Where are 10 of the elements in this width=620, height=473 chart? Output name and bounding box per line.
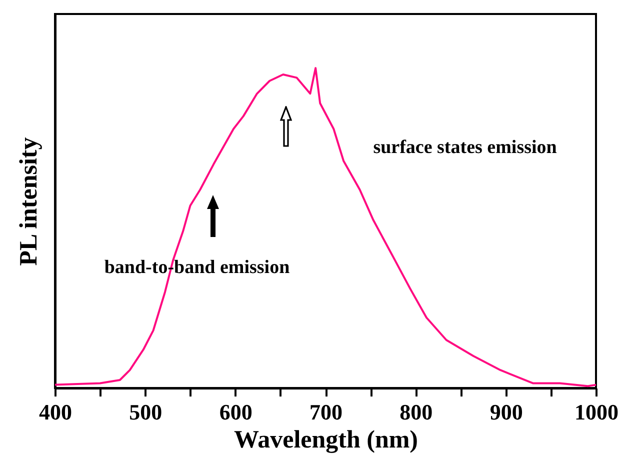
- annotation: surface states emission: [373, 137, 558, 158]
- x-tick-label: 900: [490, 400, 523, 424]
- x-tick-label: 1000: [574, 400, 618, 424]
- x-tick-label: 500: [129, 400, 162, 424]
- y-axis-title: PL intensity: [16, 136, 42, 266]
- x-axis-title: Wavelength (nm): [234, 426, 418, 454]
- x-tick-label: 600: [219, 400, 252, 424]
- x-tick-label: 800: [400, 400, 433, 424]
- x-tick-label: 700: [310, 400, 342, 424]
- x-tick-label: 400: [39, 400, 72, 424]
